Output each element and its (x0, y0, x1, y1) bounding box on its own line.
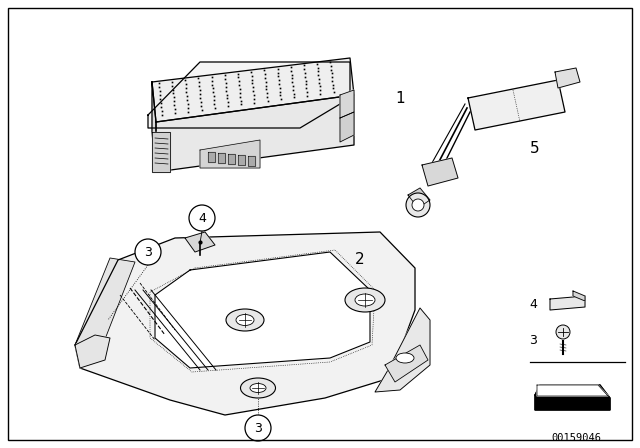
Polygon shape (185, 232, 215, 252)
Polygon shape (468, 80, 565, 130)
Ellipse shape (241, 378, 275, 398)
Circle shape (189, 205, 215, 231)
Text: 3: 3 (529, 333, 537, 346)
Polygon shape (228, 154, 235, 164)
Polygon shape (385, 345, 428, 382)
Polygon shape (248, 156, 255, 166)
Polygon shape (550, 296, 585, 310)
Text: 4: 4 (529, 298, 537, 311)
Ellipse shape (250, 383, 266, 392)
Ellipse shape (345, 288, 385, 312)
Polygon shape (155, 252, 370, 368)
Polygon shape (555, 68, 580, 88)
Text: 5: 5 (530, 141, 540, 155)
Circle shape (406, 193, 430, 217)
Polygon shape (156, 95, 354, 172)
Polygon shape (208, 152, 215, 162)
Polygon shape (238, 155, 245, 165)
Polygon shape (422, 158, 458, 186)
Polygon shape (573, 291, 585, 301)
Text: 1: 1 (395, 90, 404, 105)
Polygon shape (340, 90, 354, 118)
Polygon shape (75, 335, 110, 368)
Text: 3: 3 (144, 246, 152, 258)
Polygon shape (535, 385, 610, 410)
Circle shape (245, 415, 271, 441)
Polygon shape (340, 112, 354, 142)
Polygon shape (152, 82, 156, 172)
Ellipse shape (396, 353, 414, 363)
Ellipse shape (355, 294, 375, 306)
Circle shape (556, 325, 570, 339)
Text: 00159046: 00159046 (551, 433, 601, 443)
Polygon shape (148, 62, 350, 128)
Circle shape (135, 239, 161, 265)
Polygon shape (200, 140, 260, 168)
Polygon shape (408, 188, 430, 208)
Ellipse shape (236, 314, 254, 326)
Polygon shape (375, 308, 430, 392)
Polygon shape (152, 58, 354, 122)
Text: 2: 2 (355, 253, 365, 267)
Ellipse shape (226, 309, 264, 331)
Polygon shape (218, 153, 225, 163)
Text: 3: 3 (254, 422, 262, 435)
Circle shape (412, 199, 424, 211)
Polygon shape (537, 385, 608, 396)
Polygon shape (152, 132, 170, 172)
Text: 4: 4 (198, 211, 206, 224)
Polygon shape (75, 232, 415, 415)
Polygon shape (75, 258, 135, 352)
